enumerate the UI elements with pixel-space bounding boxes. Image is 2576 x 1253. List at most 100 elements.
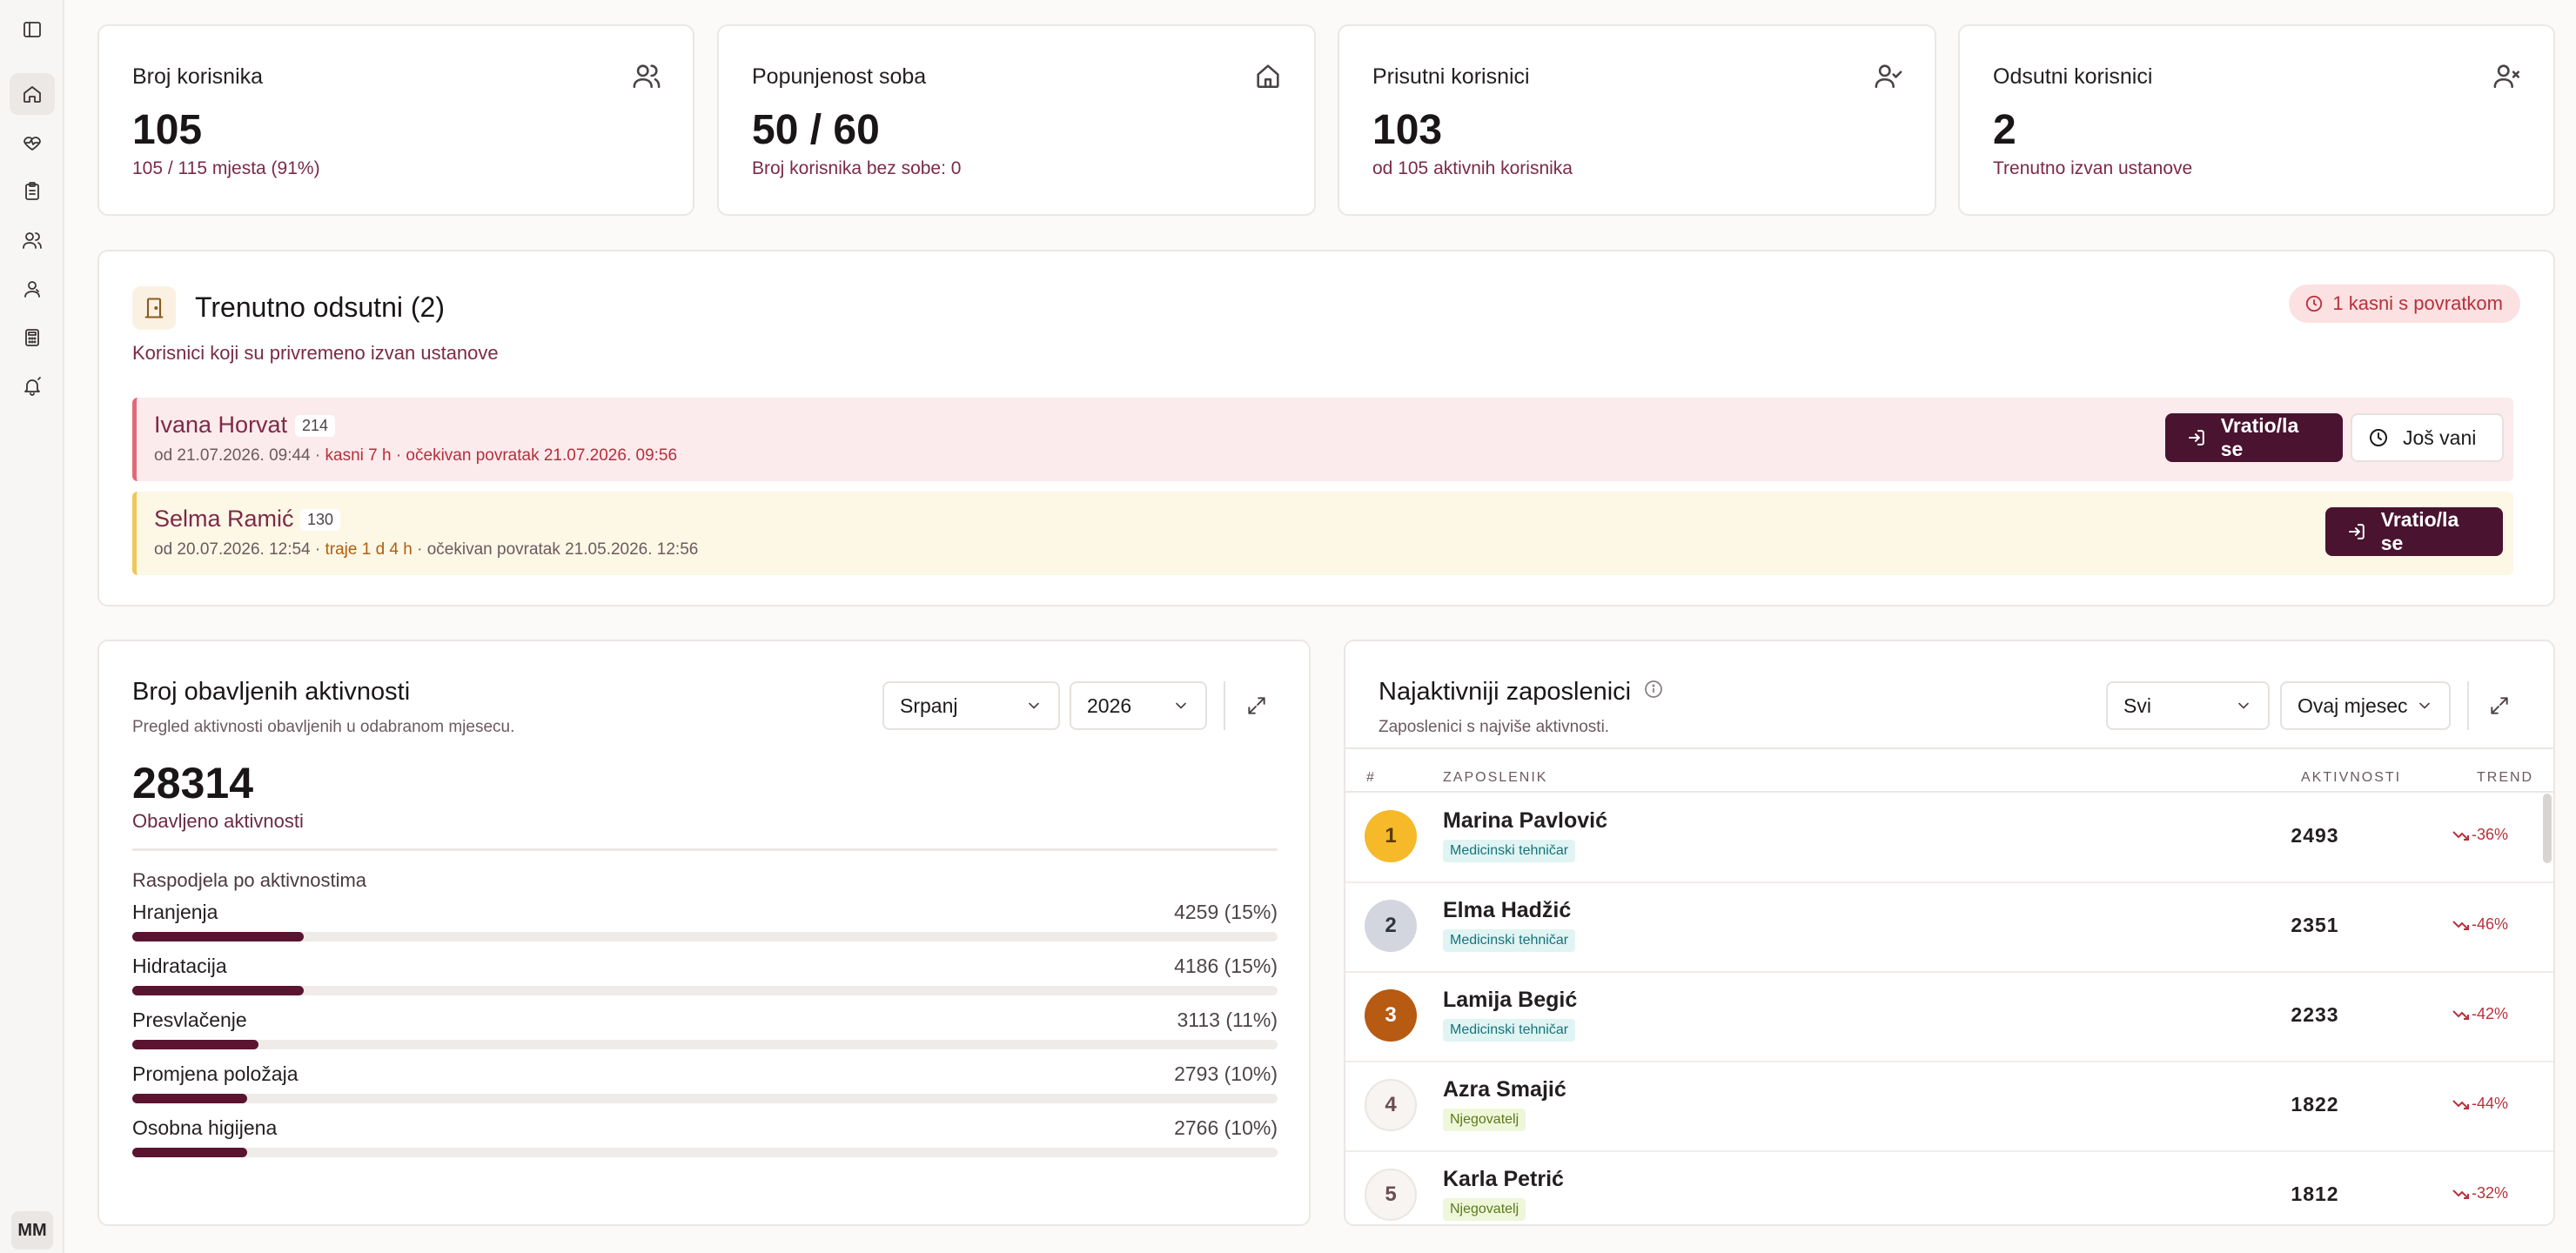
employees-subtitle: Zaposlenici s najviše aktivnosti. xyxy=(1379,718,1610,736)
sidebar-item-residents[interactable] xyxy=(10,219,55,261)
trend-value: -32% xyxy=(2472,1184,2509,1202)
column-header-rank: # xyxy=(1366,770,1376,785)
role-badge: Medicinski tehničar xyxy=(1443,1019,1576,1042)
absent-title: Trenutno odsutni (2) xyxy=(195,291,445,323)
trend-down-icon xyxy=(2452,920,2469,930)
table-row[interactable]: 2 Elma Hadžić Medicinski tehničar 2351 -46% xyxy=(1345,882,2553,973)
activity-value: 4259 (15%) xyxy=(1174,901,1278,923)
stat-value: 105 xyxy=(132,107,203,153)
resident-name[interactable]: Ivana Horvat xyxy=(154,412,288,438)
role-badge: Medicinski tehničar xyxy=(1443,840,1576,862)
home-icon xyxy=(1253,61,1283,90)
absence-detail: od 21.07.2026. 09:44 · kasni 7 h · očeki… xyxy=(154,446,678,465)
activity-bar-track xyxy=(132,986,1278,995)
trend-down-icon xyxy=(2452,830,2469,841)
sidebar-item-home[interactable] xyxy=(10,73,55,115)
sidebar-item-tasks[interactable] xyxy=(10,171,55,212)
resident-name[interactable]: Selma Ramić xyxy=(154,506,294,532)
activity-count: 2351 xyxy=(2291,914,2339,936)
year-select[interactable]: 2026 xyxy=(1070,681,1207,730)
trend-indicator: -46% xyxy=(2452,915,2508,934)
clock-icon xyxy=(2306,295,2323,312)
activity-label: Presvlačenje xyxy=(132,1008,247,1031)
column-header-activities: AKTIVNOSTI xyxy=(2301,770,2402,785)
trend-indicator: -42% xyxy=(2452,1005,2508,1023)
trend-value: -46% xyxy=(2472,915,2509,933)
room-badge: 214 xyxy=(295,415,336,437)
table-scrollbar[interactable] xyxy=(2543,794,2552,863)
returned-button[interactable]: Vratio/la se xyxy=(2325,507,2503,556)
activity-bar-fill xyxy=(132,1094,247,1103)
activity-row: Hidratacija 4186 (15%) xyxy=(132,955,1278,995)
employee-name: Elma Hadžić xyxy=(1443,898,1572,922)
activity-bar-track xyxy=(132,1148,1278,1157)
activity-bar-fill xyxy=(132,986,304,995)
role-badge: Njegovatelj xyxy=(1443,1109,1526,1131)
trend-value: -36% xyxy=(2472,826,2509,843)
avatar[interactable]: MM xyxy=(11,1211,53,1250)
heart-pulse-icon xyxy=(23,137,41,151)
activity-row: Promjena položaja 2793 (10%) xyxy=(132,1062,1278,1103)
employee-name: Karla Petrić xyxy=(1443,1167,1564,1191)
activity-count: 2493 xyxy=(2291,824,2339,847)
stat-card-present: Prisutni korisnici 103 od 105 aktivnih k… xyxy=(1338,24,1936,216)
sidebar: MM xyxy=(0,0,64,1253)
trend-down-icon xyxy=(2452,1009,2469,1020)
activities-total-label: Obavljeno aktivnosti xyxy=(132,810,304,832)
trend-value: -44% xyxy=(2472,1095,2509,1112)
rank-badge: 2 xyxy=(1365,900,1417,952)
employee-name: Marina Pavlović xyxy=(1443,808,1607,833)
rank-badge: 4 xyxy=(1365,1079,1417,1131)
divider xyxy=(1224,681,1225,730)
users-icon xyxy=(23,232,42,249)
employees-panel: Najaktivniji zaposlenici Zaposlenici s n… xyxy=(1344,640,2555,1226)
chevron-down-icon xyxy=(2419,702,2430,709)
table-row[interactable]: 5 Karla Petrić Njegovatelj 1812 -32% xyxy=(1345,1151,2553,1224)
distribution-title: Raspodjela po aktivnostima xyxy=(132,869,367,891)
table-row[interactable]: 3 Lamija Begić Medicinski tehničar 2233 -42% xyxy=(1345,972,2553,1062)
absent-row: Ivana Horvat 214 od 21.07.2026. 09:44 · … xyxy=(132,398,2513,481)
employee-name: Azra Smajić xyxy=(1443,1077,1566,1102)
sidebar-item-staff[interactable] xyxy=(10,268,55,310)
role-badge: Medicinski tehničar xyxy=(1443,929,1576,952)
sidebar-item-finance[interactable] xyxy=(10,317,55,358)
chevron-down-icon xyxy=(2238,702,2249,709)
role-badge: Njegovatelj xyxy=(1443,1198,1526,1221)
log-in-icon xyxy=(2188,430,2204,446)
trend-indicator: -32% xyxy=(2452,1184,2508,1203)
table-row[interactable]: 1 Marina Pavlović Medicinski tehničar 2493 -… xyxy=(1345,793,2553,883)
activity-bar-track xyxy=(132,932,1278,941)
trend-down-icon xyxy=(2452,1099,2469,1109)
clipboard-icon xyxy=(25,182,39,200)
chevron-down-icon xyxy=(1029,702,1039,709)
absent-row: Selma Ramić 130 od 20.07.2026. 12:54 · t… xyxy=(132,492,2513,575)
panel-toggle-button[interactable] xyxy=(10,9,55,50)
activities-subtitle: Pregled aktivnosti obavljenih u odabrano… xyxy=(132,718,515,736)
stat-title: Popunjenost soba xyxy=(752,64,927,89)
expand-button[interactable] xyxy=(2482,688,2517,723)
activity-label: Hranjenja xyxy=(132,901,218,923)
still-out-button[interactable]: Još vani xyxy=(2351,413,2504,462)
expand-button[interactable] xyxy=(1239,688,1274,723)
role-filter-select[interactable]: Svi xyxy=(2106,681,2270,730)
stat-value: 50 / 60 xyxy=(752,107,880,153)
month-select[interactable]: Srpanj xyxy=(882,681,1060,730)
trend-indicator: -44% xyxy=(2452,1095,2508,1113)
table-row[interactable]: 4 Azra Smajić Njegovatelj 1822 -44% xyxy=(1345,1062,2553,1152)
activities-title: Broj obavljenih aktivnosti xyxy=(132,678,411,706)
returned-button[interactable]: Vratio/la se xyxy=(2165,413,2343,462)
expand-icon xyxy=(1248,697,1265,714)
sidebar-item-notifications[interactable] xyxy=(10,365,55,407)
period-select[interactable]: Ovaj mjesec xyxy=(2280,681,2451,730)
activity-value: 2793 (10%) xyxy=(1174,1062,1278,1085)
expand-icon xyxy=(2491,697,2508,714)
activity-count: 1822 xyxy=(2291,1093,2339,1116)
activities-panel: Broj obavljenih aktivnosti Pregled aktiv… xyxy=(97,640,1311,1226)
activity-bar-track xyxy=(132,1094,1278,1103)
info-icon[interactable] xyxy=(1643,678,1664,707)
stat-subtitle: 105 / 115 mjesta (91%) xyxy=(132,158,320,178)
sidebar-item-health[interactable] xyxy=(10,122,55,164)
trend-value: -42% xyxy=(2472,1005,2509,1022)
activity-value: 4186 (15%) xyxy=(1174,955,1278,977)
absence-detail: od 20.07.2026. 12:54 · traje 1 d 4 h · o… xyxy=(154,540,699,559)
